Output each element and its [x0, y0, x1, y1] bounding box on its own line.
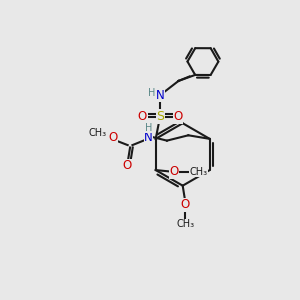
Text: CH₃: CH₃	[176, 219, 194, 229]
Text: H: H	[148, 88, 155, 98]
Text: CH₃: CH₃	[89, 128, 107, 138]
Text: O: O	[180, 198, 190, 211]
Text: N: N	[156, 89, 164, 102]
Text: O: O	[173, 110, 183, 123]
Text: O: O	[138, 110, 147, 123]
Text: N: N	[144, 130, 153, 144]
Text: O: O	[169, 165, 179, 178]
Text: O: O	[108, 131, 118, 145]
Text: O: O	[180, 198, 190, 211]
Text: CH₃: CH₃	[189, 167, 208, 176]
Text: H: H	[145, 123, 152, 133]
Text: S: S	[156, 110, 164, 123]
Text: O: O	[169, 165, 179, 178]
Text: O: O	[122, 159, 132, 172]
